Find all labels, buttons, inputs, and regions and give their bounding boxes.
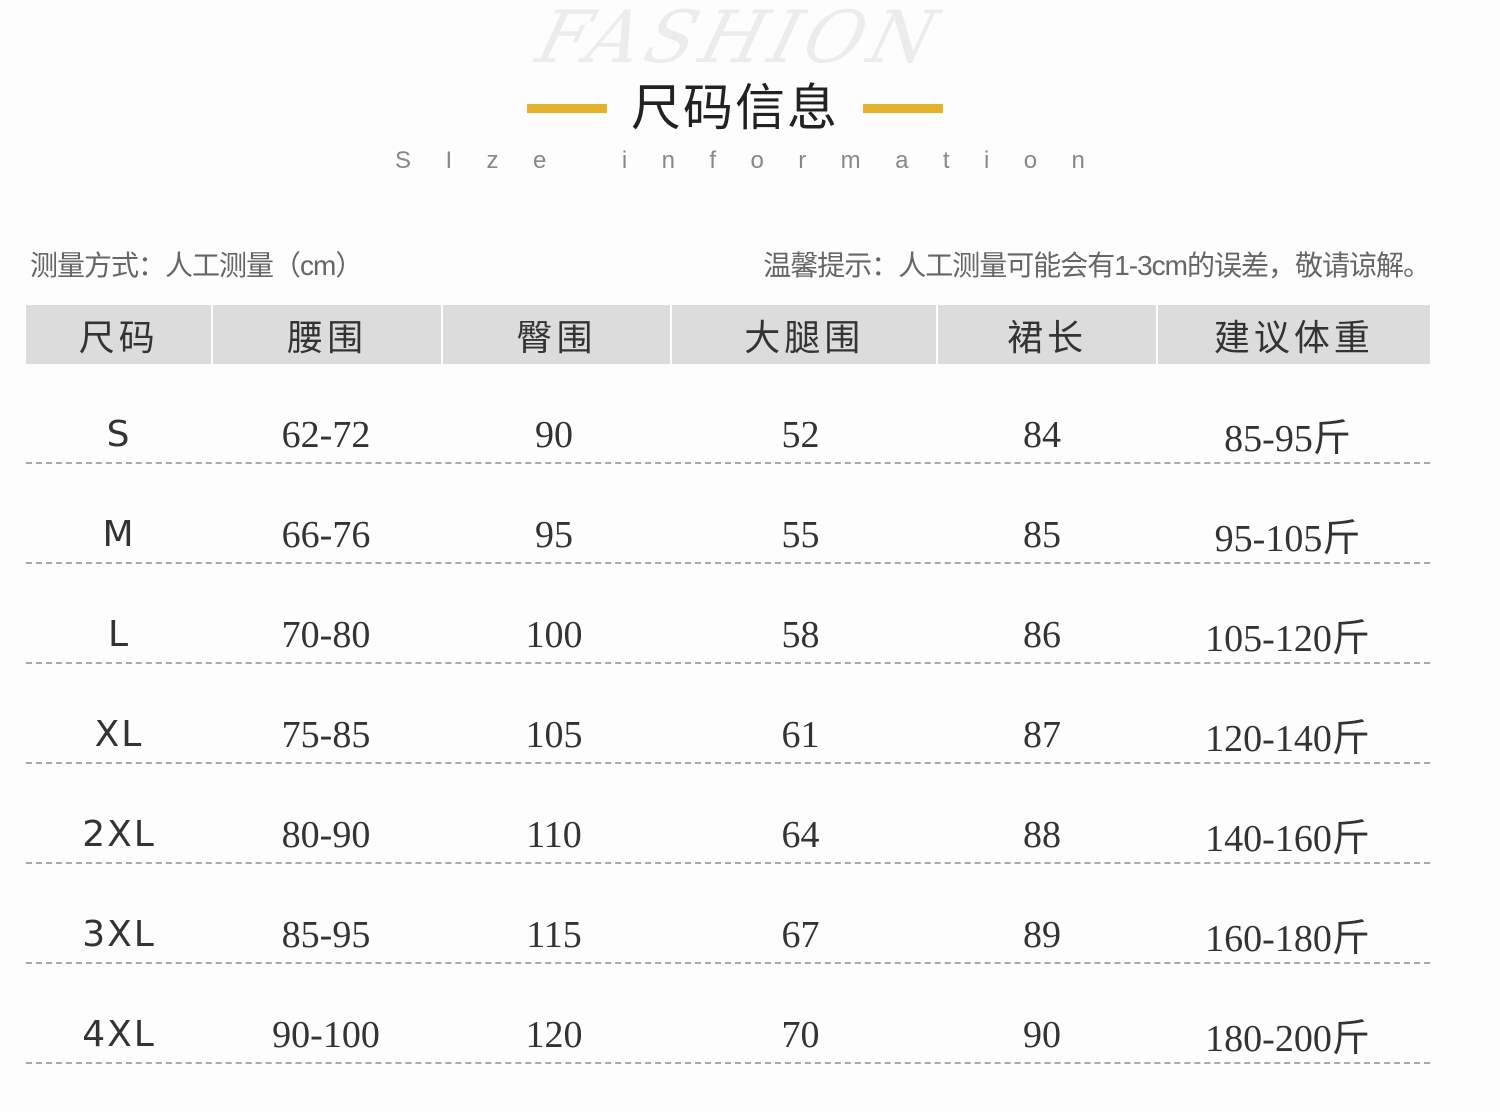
table-cell: 70-80 [281, 613, 371, 656]
table-header: 尺码 腰围 臀围 大腿围 裙长 建议体重 [26, 305, 1430, 364]
table-cell: 89 [1023, 913, 1061, 956]
table-row: S 62-72 90 52 84 85-95斤 [26, 362, 1430, 464]
column-header: 裙长 [938, 305, 1156, 364]
measurement-tip-note: 温馨提示：人工测量可能会有1-3cm的误差，敬请谅解。 [763, 250, 1431, 281]
size-cell: S [106, 414, 132, 455]
table-cell: 85-95斤 [1224, 418, 1351, 460]
table-cell: 86 [1023, 613, 1061, 656]
subtitle-letter: i [621, 147, 628, 174]
table-cell: 52 [781, 413, 820, 456]
table-row: L 70-80 100 58 86 105-120斤 [26, 562, 1430, 664]
table-cell: 75-85 [281, 713, 371, 756]
table-cell: 180-200斤 [1205, 1018, 1370, 1060]
table-cell: 100 [525, 613, 583, 656]
size-cell: L [107, 614, 131, 655]
table-cell: 58 [781, 613, 820, 656]
subtitle-letter [581, 146, 588, 176]
table-cell: 105-120斤 [1205, 618, 1370, 660]
size-cell: 2XL [82, 814, 156, 855]
accent-bar-left [527, 103, 607, 113]
subtitle-letter: i [983, 147, 990, 174]
table-cell: 90 [1023, 1013, 1061, 1056]
column-header: 大腿围 [672, 305, 937, 364]
table-row: 2XL 80-90 110 64 88 140-160斤 [26, 762, 1430, 864]
size-cell: 4XL [82, 1014, 156, 1055]
subtitle-letter: n [1071, 147, 1085, 174]
subtitle-letter: e [532, 147, 547, 174]
subtitle-letter: n [661, 147, 675, 174]
table-cell: 85 [1023, 513, 1061, 556]
subtitle-letter: r [798, 147, 807, 174]
table-cell: 95 [535, 513, 573, 556]
measurement-method-note: 测量方式：人工测量（cm） [30, 250, 363, 281]
table-cell: 61 [781, 713, 820, 756]
subtitle-letter: I [445, 147, 453, 174]
column-header: 腰围 [213, 305, 441, 364]
table-cell: 105 [525, 713, 583, 756]
size-cell: XL [94, 714, 144, 755]
table-cell: 90 [535, 413, 573, 456]
table-cell: 140-160斤 [1205, 818, 1370, 860]
table-row: XL 75-85 105 61 87 120-140斤 [26, 662, 1430, 764]
table-row: 3XL 85-95 115 67 89 160-180斤 [26, 862, 1430, 964]
table-cell: 110 [526, 813, 582, 856]
table-cell: 70 [781, 1013, 820, 1056]
table-row: 4XL 90-100 120 70 90 180-200斤 [26, 962, 1430, 1064]
fashion-watermark: FASHION [528, 0, 952, 79]
table-cell: 67 [781, 913, 820, 956]
table-cell: 55 [781, 513, 820, 556]
table-cell: 88 [1023, 813, 1061, 856]
accent-bar-right [863, 103, 943, 113]
size-cell: M [102, 514, 136, 555]
table-cell: 120 [525, 1013, 583, 1056]
table-cell: 85-95 [281, 913, 371, 956]
size-cell: 3XL [82, 914, 156, 955]
table-cell: 62-72 [281, 413, 371, 456]
subtitle-letter: o [750, 147, 764, 174]
table-cell: 160-180斤 [1205, 918, 1370, 960]
column-header: 臀围 [442, 305, 671, 364]
table-cell: 64 [781, 813, 820, 856]
subtitle-letter: z [486, 147, 499, 174]
column-header: 尺码 [26, 305, 212, 364]
title-block: 尺码信息 [0, 78, 1470, 138]
table-cell: 66-76 [281, 513, 371, 556]
subtitle-letter: o [1023, 147, 1038, 174]
column-header: 建议体重 [1157, 305, 1430, 364]
table-cell: 80-90 [281, 813, 371, 856]
subtitle-letter: f [709, 147, 717, 174]
subtitle-letter: m [840, 147, 861, 174]
table-cell: 120-140斤 [1205, 718, 1370, 760]
table-cell: 95-105斤 [1214, 518, 1361, 560]
table-cell: 84 [1023, 413, 1061, 456]
subtitle-letter: S [395, 147, 412, 174]
subtitle-letter: a [895, 147, 909, 174]
table-row: M 66-76 95 55 85 95-105斤 [26, 462, 1430, 564]
table-cell: 90-100 [272, 1013, 380, 1056]
page-title: 尺码信息 [631, 80, 839, 136]
table-cell: 87 [1023, 713, 1061, 756]
table-cell: 115 [526, 913, 582, 956]
subtitle-letter: t [942, 147, 950, 174]
